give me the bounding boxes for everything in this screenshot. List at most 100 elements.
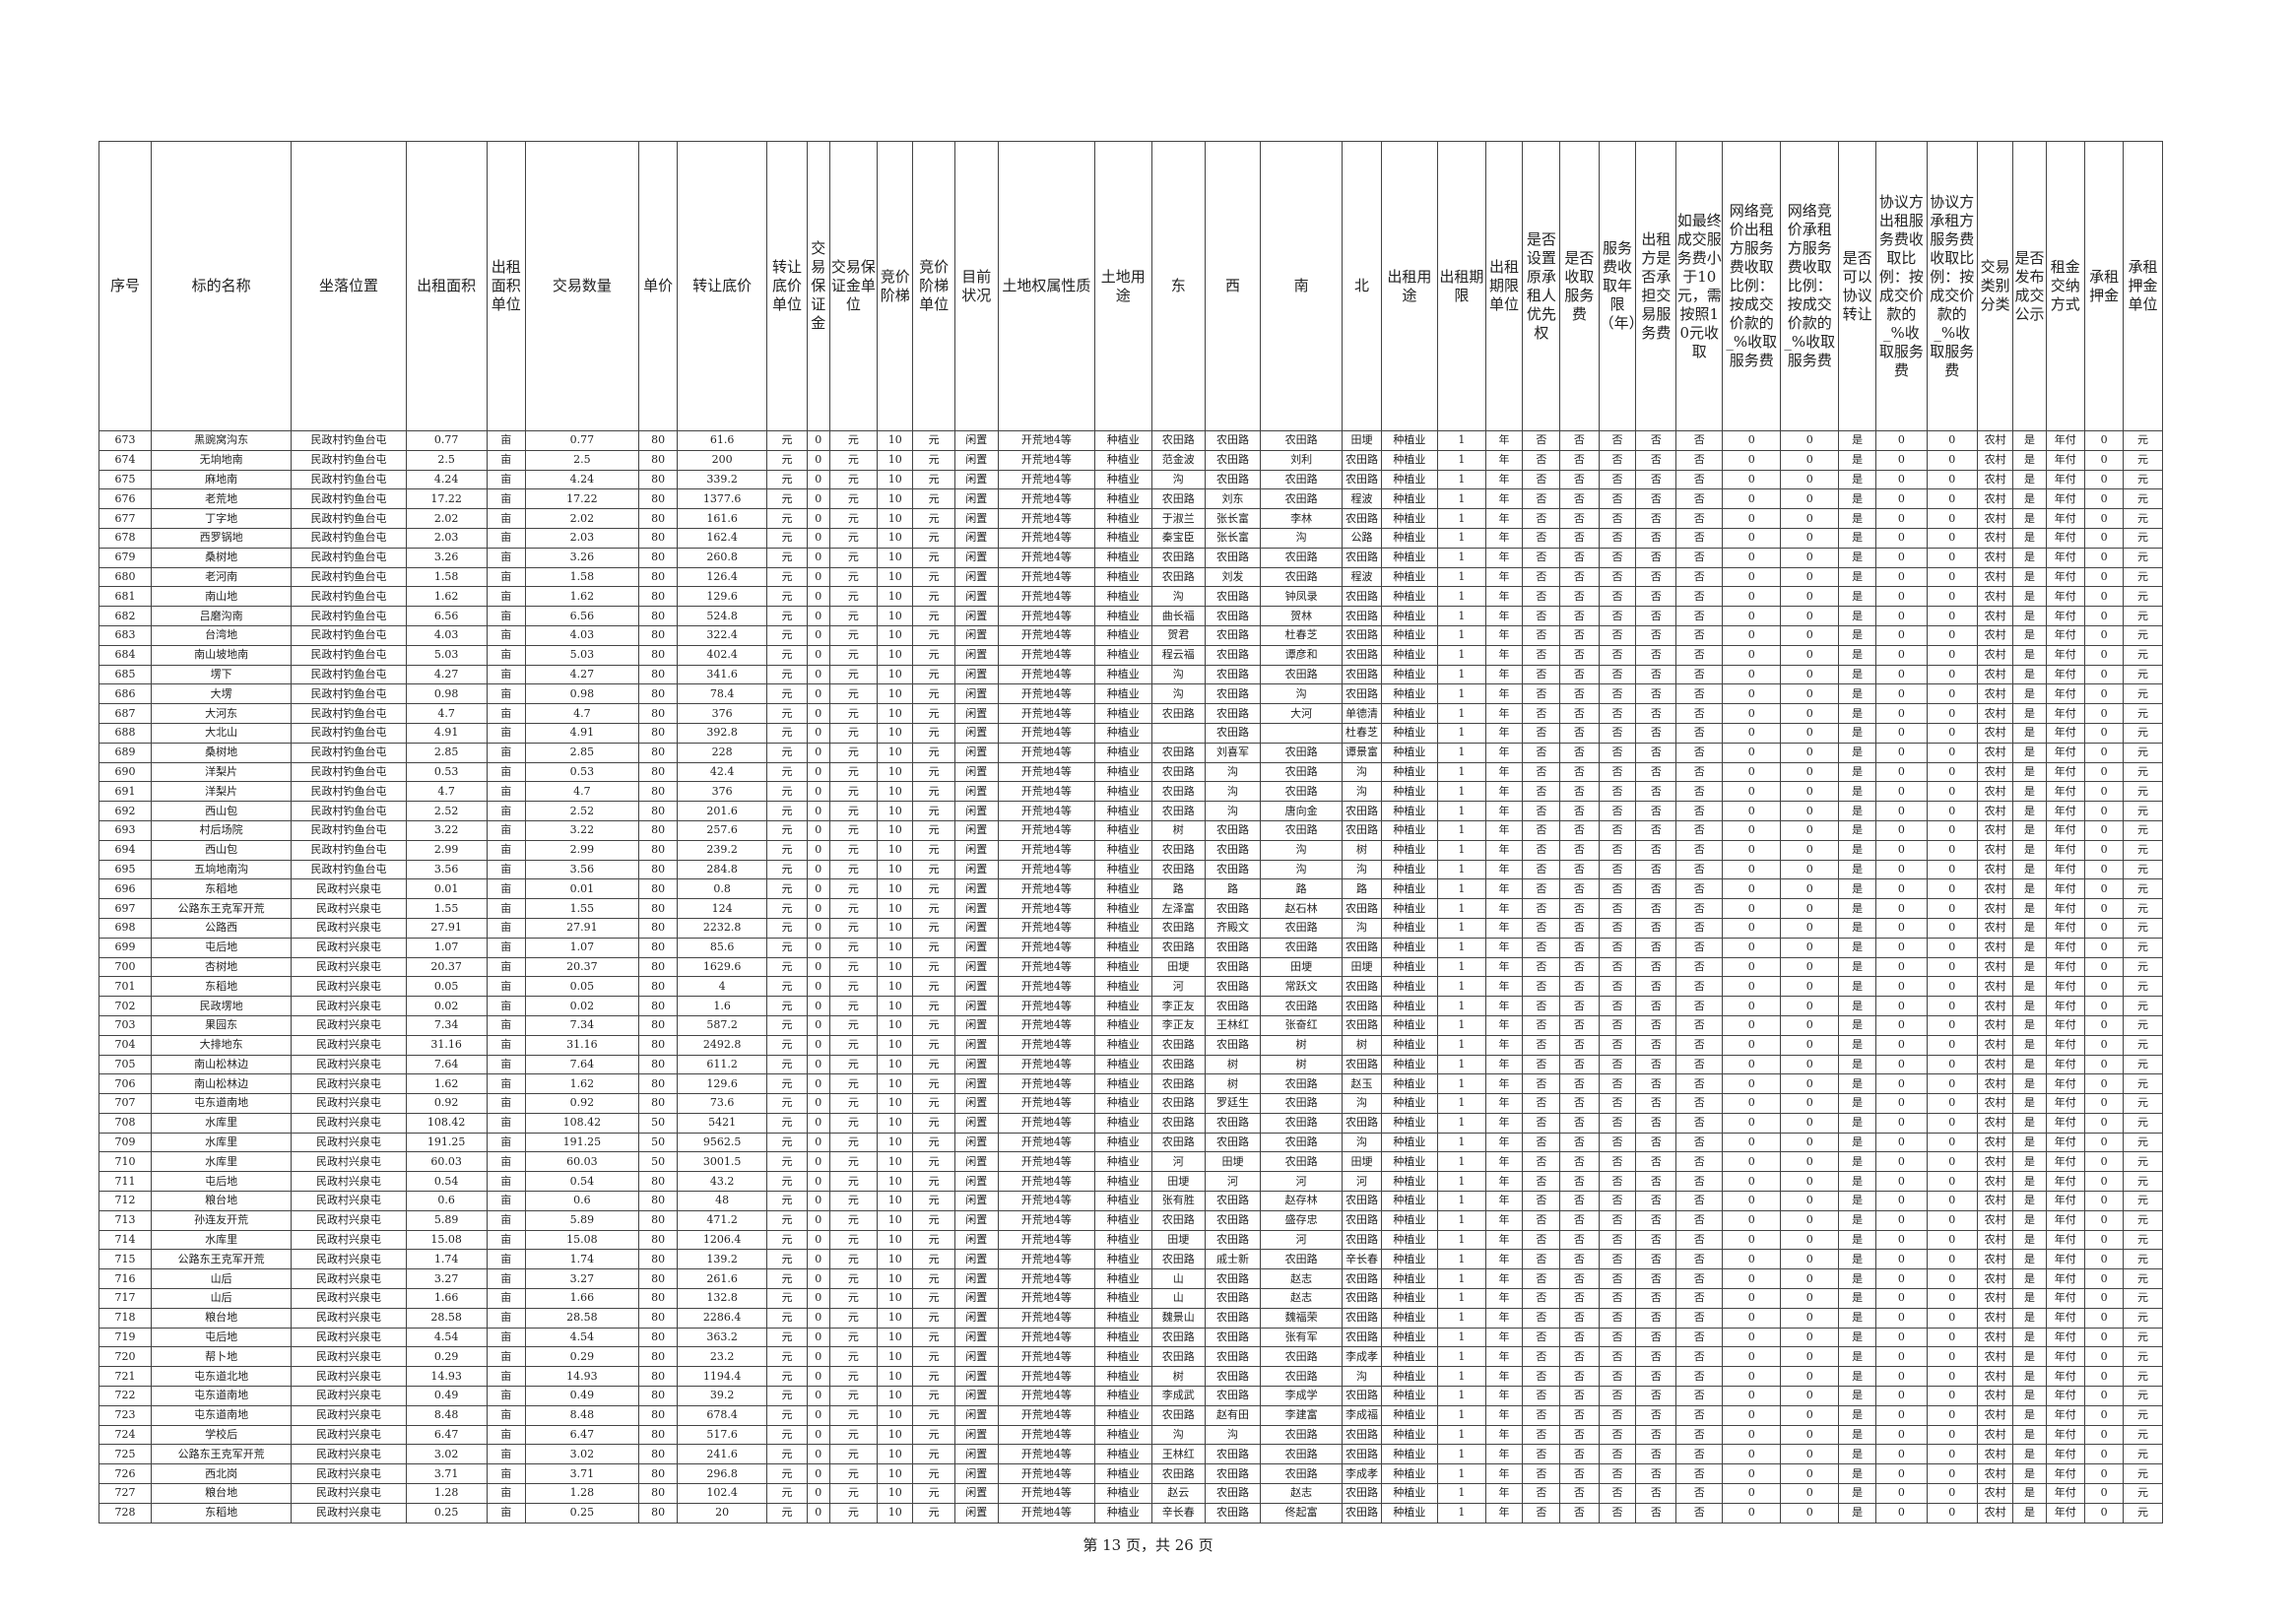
table-cell: 民政村兴泉屯 xyxy=(291,1327,407,1348)
table-cell: 是 xyxy=(1838,1386,1877,1406)
table-cell: 民政村钓鱼台屯 xyxy=(291,819,407,841)
table-cell: 否 xyxy=(1559,1249,1600,1270)
table-cell: 0 xyxy=(1875,761,1928,783)
table-cell: 0.01 xyxy=(405,878,488,900)
table-cell: 年 xyxy=(1484,937,1524,958)
table-cell: 农田路 xyxy=(1150,547,1207,568)
table-cell: 0 xyxy=(806,742,830,763)
table-cell: 种植业 xyxy=(1380,1463,1439,1485)
table-cell: 0 xyxy=(1780,1014,1840,1036)
table-cell: 年付 xyxy=(2045,566,2085,588)
table-cell: 东稻地 xyxy=(150,1502,293,1524)
table-cell: 10 xyxy=(877,1404,914,1426)
table-cell: 0 xyxy=(2083,664,2125,685)
table-cell: 种植业 xyxy=(1380,1386,1439,1406)
table-cell: 闲置 xyxy=(953,1034,999,1056)
table-cell: 0 xyxy=(1875,644,1928,666)
table-cell: 农村 xyxy=(1976,1014,2014,1036)
table-cell: 种植业 xyxy=(1380,1424,1439,1446)
table-cell: 否 xyxy=(1598,742,1637,763)
table-row: 686 大塄 民政村钓鱼台屯 0.98 亩 0.98 80 78.4 元 0 元 10 元闲置 开荒地4等… xyxy=(98,683,2163,705)
table-cell: 年付 xyxy=(2045,1502,2085,1524)
table-cell: 80 xyxy=(637,819,679,841)
table-cell: 农村 xyxy=(1976,1386,2014,1406)
table-cell: 亩 xyxy=(486,1268,526,1290)
table-cell: 农田路 xyxy=(1205,839,1262,861)
table-cell: 否 xyxy=(1598,801,1637,821)
table-cell: 是 xyxy=(2012,1209,2047,1231)
table-cell: 种植业 xyxy=(1380,508,1439,529)
table-cell: 否 xyxy=(1675,898,1724,919)
table-cell: 0 xyxy=(1722,644,1782,666)
table-cell: 0 xyxy=(2083,1191,2125,1211)
table-cell: 民政村兴泉屯 xyxy=(291,1288,407,1309)
table-cell: 元 xyxy=(912,1151,955,1173)
table-cell: 民政村钓鱼台屯 xyxy=(291,508,407,529)
table-cell: 种植业 xyxy=(1094,624,1152,646)
table-cell: 否 xyxy=(1559,1366,1600,1388)
table-cell: 是 xyxy=(1838,1034,1877,1056)
table-cell: 4.03 xyxy=(405,624,488,646)
table-cell: 0 xyxy=(1722,703,1782,724)
table-cell: 是 xyxy=(2012,1444,2047,1465)
table-cell: 农田路 xyxy=(1342,1288,1382,1309)
table-cell: 桑树地 xyxy=(150,742,293,763)
table-row: 724 学校后 民政村兴泉屯 6.47 亩 6.47 80 517.6 元 0 元 10 元闲置 开荒地4… xyxy=(98,1424,2163,1446)
table-cell: 10 xyxy=(877,469,914,490)
table-cell: 开荒地4等 xyxy=(997,527,1096,549)
column-header: 是否收取服务费 xyxy=(1559,141,1600,431)
table-cell: 种植业 xyxy=(1380,1307,1439,1329)
table-cell: 341.6 xyxy=(677,664,768,685)
table-cell: 706 xyxy=(98,1073,152,1095)
table-cell: 民政村兴泉屯 xyxy=(291,1463,407,1485)
table-cell: 否 xyxy=(1675,976,1724,998)
table-cell: 684 xyxy=(98,644,152,666)
table-cell: 否 xyxy=(1675,508,1724,529)
table-cell: 1 xyxy=(1437,976,1486,998)
table-cell: 农村 xyxy=(1976,1229,2014,1251)
table-cell: 363.2 xyxy=(677,1327,768,1348)
table-cell: 种植业 xyxy=(1380,917,1439,939)
table-cell: 1 xyxy=(1437,1268,1486,1290)
table-cell: 78.4 xyxy=(677,683,768,705)
table-cell: 是 xyxy=(1838,761,1877,783)
table-cell: 元 xyxy=(2123,644,2163,666)
table-cell: 是 xyxy=(1838,1014,1877,1036)
table-cell: 沟 xyxy=(1150,469,1207,490)
table-cell: 赵玉 xyxy=(1342,1073,1382,1095)
table-cell: 元 xyxy=(828,1386,879,1406)
table-cell: 元 xyxy=(912,644,955,666)
table-cell: 洋梨片 xyxy=(150,781,293,803)
table-cell: 80 xyxy=(637,703,679,724)
table-row: 716 山后 民政村兴泉屯 3.27 亩 3.27 80 261.6 元 0 元 10 元闲置 开荒地4等… xyxy=(98,1268,2163,1290)
table-cell: 10 xyxy=(877,527,914,549)
table-cell: 7.34 xyxy=(405,1014,488,1036)
table-cell: 路 xyxy=(1205,878,1262,900)
table-cell: 种植业 xyxy=(1094,644,1152,666)
table-cell: 民政村兴泉屯 xyxy=(291,1404,407,1426)
table-cell: 0 xyxy=(806,1386,830,1406)
table-cell: 0 xyxy=(2083,1288,2125,1309)
table-cell: 南山坡地南 xyxy=(150,644,293,666)
table-cell: 元 xyxy=(2123,547,2163,568)
table-cell: 685 xyxy=(98,664,152,685)
table-cell: 开荒地4等 xyxy=(997,839,1096,861)
table-cell: 民政村兴泉屯 xyxy=(291,878,407,900)
table-row: 682 吕磨沟南 民政村钓鱼台屯 6.56 亩 6.56 80 524.8 元 0 元 10 元闲置 开荒… xyxy=(98,606,2163,626)
table-cell: 8.48 xyxy=(405,1404,488,1426)
table-cell: 否 xyxy=(1635,527,1677,549)
table-cell: 否 xyxy=(1635,1014,1677,1036)
table-cell: 农村 xyxy=(1976,606,2014,626)
table-cell: 农田路 xyxy=(1205,430,1262,451)
table-cell: 0 xyxy=(1780,1288,1840,1309)
table-cell: 261.6 xyxy=(677,1268,768,1290)
table-cell: 老河南 xyxy=(150,566,293,588)
table-cell: 4.7 xyxy=(524,781,639,803)
table-cell: 农田路 xyxy=(1205,1386,1262,1406)
table-cell: 元 xyxy=(828,703,879,724)
table-cell: 1 xyxy=(1437,1307,1486,1329)
table-cell: 0 xyxy=(806,781,830,803)
table-cell: 否 xyxy=(1559,1444,1600,1465)
table-cell: 是 xyxy=(2012,703,2047,724)
table-cell: 否 xyxy=(1522,469,1561,490)
